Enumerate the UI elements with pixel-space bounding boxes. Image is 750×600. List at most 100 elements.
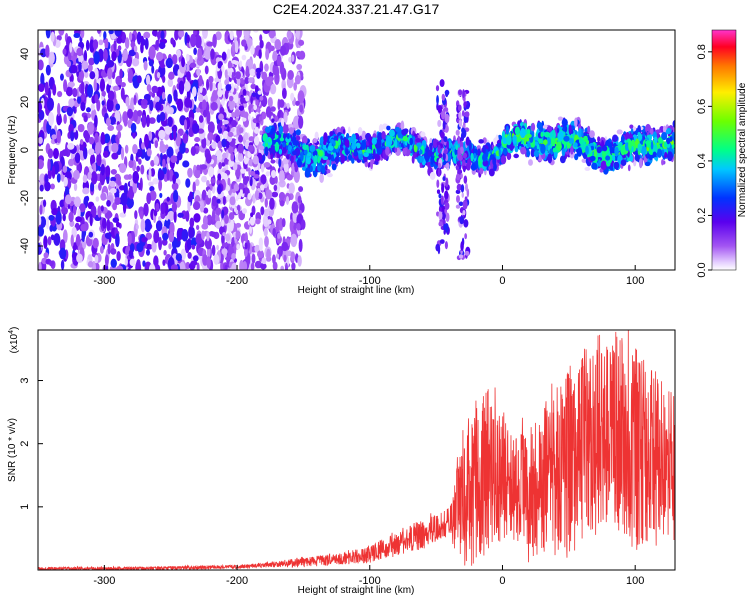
heatmap-cell [441, 183, 445, 194]
heatmap-cell [76, 253, 83, 263]
heatmap-cell [146, 192, 152, 205]
heatmap-cell [152, 178, 159, 185]
heatmap-cell [72, 87, 78, 98]
heatmap-cell [75, 233, 81, 247]
heatmap-cell [366, 148, 372, 154]
heatmap-cell [232, 41, 235, 52]
heatmap-cell [538, 127, 544, 132]
heatmap-cell [196, 164, 200, 171]
y-tick-label: 2 [19, 441, 31, 447]
heatmap-cell [378, 124, 384, 133]
heatmap-cell [561, 147, 566, 157]
heatmap-cell [542, 124, 548, 130]
heatmap-cell [254, 189, 259, 200]
heatmap-cell [234, 148, 238, 154]
heatmap-cell [418, 149, 423, 155]
heatmap-cell [546, 125, 553, 132]
heatmap-cell [445, 163, 450, 169]
heatmap-cell [253, 135, 260, 146]
heatmap-cell [166, 146, 174, 159]
heatmap-cell [192, 181, 196, 194]
heatmap-cell [587, 134, 591, 139]
heatmap-cell [96, 30, 101, 34]
heatmap-cell [191, 244, 196, 250]
heatmap-cell [583, 135, 588, 143]
x-tick-label: 0 [499, 575, 505, 587]
heatmap-cell [262, 214, 269, 227]
heatmap-cell [293, 82, 298, 91]
heatmap-cell [246, 239, 250, 251]
heatmap-cell [526, 142, 532, 148]
heatmap-cell [545, 144, 549, 151]
heatmap-cell [506, 135, 512, 146]
heatmap-cell [104, 37, 109, 50]
heatmap-cell [210, 101, 218, 111]
heatmap-cell [275, 253, 280, 259]
heatmap-cell [124, 37, 130, 49]
heatmap-cell [63, 176, 68, 187]
heatmap-cell [231, 237, 235, 248]
heatmap-cell [324, 164, 328, 171]
heatmap-cell [51, 208, 58, 216]
heatmap-cell [297, 255, 302, 267]
heatmap-cell [291, 262, 296, 270]
heatmap-cell [272, 50, 278, 62]
heatmap-cell [277, 232, 281, 239]
heatmap-cell [215, 31, 222, 41]
heatmap-cell [103, 31, 107, 40]
heatmap-cell [271, 169, 277, 178]
heatmap-cell [87, 63, 93, 73]
heatmap-cell [148, 45, 156, 60]
heatmap-cell [298, 39, 305, 46]
heatmap-cell [462, 165, 468, 170]
heatmap-cell [127, 173, 133, 180]
heatmap-cell [176, 98, 184, 112]
heatmap-cell [76, 47, 84, 57]
heatmap-cell [197, 94, 204, 102]
heatmap-cell [429, 171, 436, 180]
heatmap-cell [286, 102, 290, 109]
heatmap-cell [195, 233, 203, 245]
heatmap-cell [462, 89, 465, 99]
heatmap-cell [64, 194, 72, 205]
heatmap-cell [620, 145, 626, 156]
heatmap-cell [146, 148, 152, 157]
heatmap-cell [151, 65, 155, 74]
heatmap-cell [103, 106, 107, 113]
heatmap-cell [62, 48, 67, 56]
heatmap-cell [58, 30, 65, 36]
heatmap-cell [274, 39, 282, 50]
heatmap-cell [501, 130, 506, 140]
heatmap-cell [221, 209, 225, 219]
heatmap-cell [116, 179, 122, 186]
heatmap-cell [641, 145, 647, 156]
heatmap-cell [148, 263, 156, 270]
heatmap-cell [92, 39, 99, 50]
heatmap-cell [141, 114, 147, 128]
heatmap-cell [94, 184, 99, 190]
heatmap-cell [193, 30, 198, 36]
heatmap-cell [445, 212, 450, 223]
heatmap-cell [124, 258, 128, 266]
heatmap-cell [262, 30, 270, 35]
heatmap-cell [234, 40, 239, 54]
heatmap-cell [278, 99, 285, 108]
heatmap-cell [612, 134, 618, 143]
heatmap-cell [221, 51, 227, 61]
heatmap-cell [263, 227, 268, 237]
heatmap-cell [148, 117, 156, 124]
heatmap-cell [110, 134, 117, 146]
heatmap-cell [171, 182, 179, 191]
heatmap-cell [70, 234, 74, 247]
heatmap-cell [461, 192, 465, 198]
heatmap-cell [38, 83, 45, 93]
heatmap-cell [479, 167, 484, 175]
heatmap-cell [145, 249, 151, 256]
heatmap-cell [458, 119, 463, 128]
heatmap-cell [238, 127, 244, 134]
heatmap-cell [77, 208, 81, 219]
heatmap-cell [88, 148, 95, 156]
heatmap-cell [258, 115, 263, 122]
heatmap-cell [50, 183, 55, 190]
heatmap-cell [197, 48, 203, 62]
